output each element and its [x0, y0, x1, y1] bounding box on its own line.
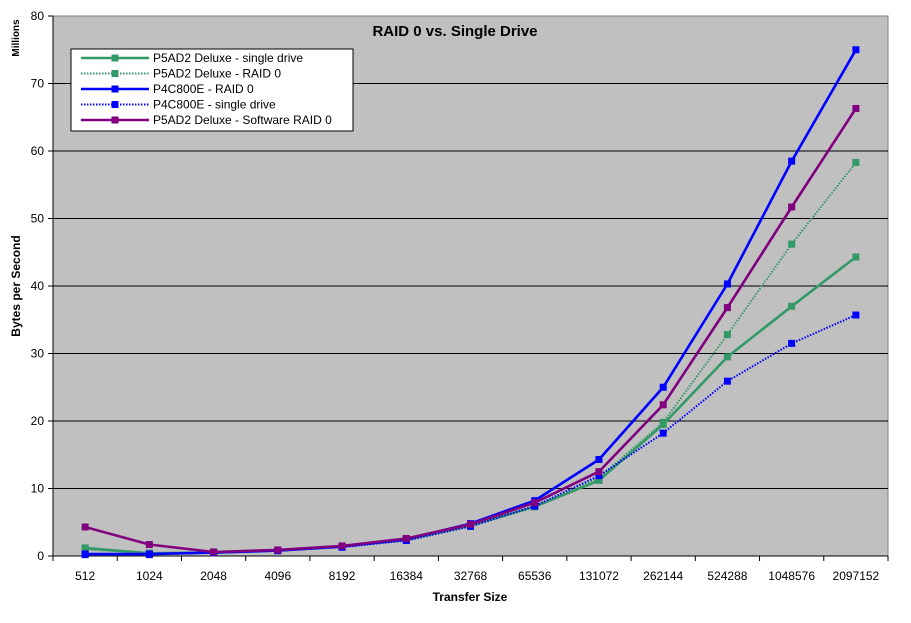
x-tick-label: 512 — [75, 569, 95, 583]
legend-swatch-marker — [111, 54, 119, 62]
data-point — [595, 468, 603, 476]
y-axis-unit: Millions — [11, 19, 22, 57]
y-tick-label: 0 — [37, 549, 44, 563]
data-point — [723, 280, 731, 288]
x-tick-label: 1024 — [136, 569, 163, 583]
legend-swatch-marker — [111, 101, 119, 108]
chart-title: RAID 0 vs. Single Drive — [372, 23, 537, 40]
gridlines — [53, 83, 888, 489]
data-point — [788, 203, 796, 211]
data-point — [852, 46, 860, 54]
data-point — [81, 523, 89, 531]
x-tick-label: 65536 — [518, 569, 552, 583]
legend-swatch-marker — [111, 70, 119, 77]
x-axis: 512 1024 2048 4096 8192 16384 32768 65536 131072… — [52, 555, 889, 583]
data-point — [723, 304, 731, 312]
data-point — [659, 401, 667, 409]
y-tick-label: 60 — [31, 144, 45, 158]
x-tick-label: 4096 — [264, 569, 291, 583]
data-point — [852, 253, 860, 261]
data-point — [274, 546, 282, 554]
data-point — [852, 311, 860, 319]
data-point — [338, 542, 346, 550]
data-point — [467, 520, 474, 528]
data-point — [659, 429, 667, 437]
data-point — [595, 472, 603, 480]
data-point — [402, 534, 410, 542]
data-point — [531, 499, 539, 507]
data-point — [595, 455, 603, 463]
x-axis-label: Transfer Size — [433, 590, 508, 604]
x-tick-label: 131072 — [579, 569, 619, 583]
legend-label: P5AD2 Deluxe - Software RAID 0 — [153, 113, 332, 127]
y-axis-label: Bytes per Second — [9, 235, 23, 336]
legend-swatch-marker — [111, 116, 119, 124]
data-point — [788, 339, 796, 347]
x-tick-label: 1048576 — [768, 569, 815, 583]
data-point — [145, 541, 153, 549]
data-point — [723, 331, 731, 339]
series-4 — [81, 104, 860, 556]
x-tick-label: 2097152 — [833, 569, 880, 583]
legend-swatch-marker — [111, 85, 119, 93]
data-point — [81, 545, 89, 553]
legend-label: P5AD2 Deluxe - RAID 0 — [153, 67, 281, 81]
data-point — [145, 551, 153, 559]
x-tick-label: 262144 — [643, 569, 683, 583]
legend-label: P4C800E - single drive — [153, 98, 276, 112]
data-point — [788, 302, 796, 310]
x-tick-label: 8192 — [329, 569, 356, 583]
data-point — [723, 353, 731, 361]
legend-label: P4C800E - RAID 0 — [153, 82, 254, 96]
data-point — [81, 551, 89, 559]
data-point — [659, 418, 667, 426]
y-tick-label: 80 — [31, 9, 45, 23]
x-tick-label: 32768 — [454, 569, 488, 583]
y-tick-label: 10 — [31, 482, 45, 496]
legend-label: P5AD2 Deluxe - single drive — [153, 51, 303, 65]
data-point — [852, 104, 860, 112]
series-layer — [81, 46, 860, 559]
y-tick-label: 70 — [31, 77, 45, 91]
x-tick-label: 2048 — [200, 569, 227, 583]
y-tick-label: 40 — [31, 279, 45, 293]
x-tick-label: 16384 — [390, 569, 424, 583]
y-tick-label: 50 — [31, 212, 45, 226]
data-point — [788, 157, 796, 165]
data-point — [723, 377, 731, 385]
data-point — [659, 383, 667, 391]
y-tick-label: 30 — [31, 347, 45, 361]
data-point — [852, 158, 860, 166]
x-tick-label: 524288 — [707, 569, 747, 583]
data-point — [210, 548, 218, 556]
y-tick-label: 20 — [31, 414, 45, 428]
y-axis: 0 10 20 30 40 50 60 70 80 — [31, 9, 54, 563]
data-point — [788, 240, 796, 248]
legend: P5AD2 Deluxe - single drive P5AD2 Deluxe … — [70, 48, 354, 132]
